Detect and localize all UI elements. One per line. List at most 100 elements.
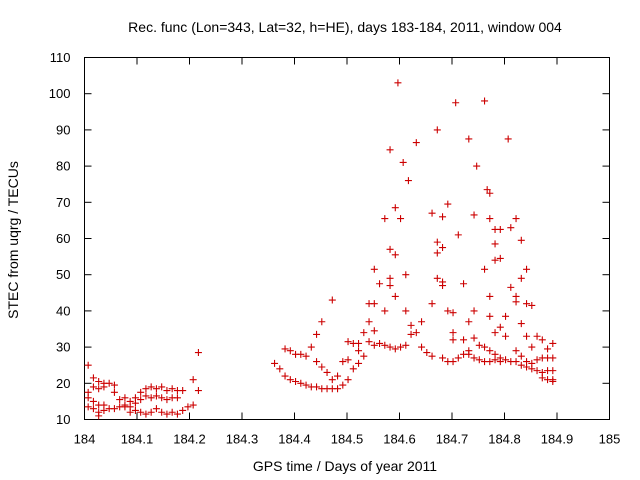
data-point: [439, 282, 447, 290]
data-point: [523, 300, 531, 308]
x-tick-label: 184.2: [173, 432, 206, 447]
data-point: [402, 341, 410, 349]
data-point: [533, 367, 541, 375]
data-point: [386, 282, 394, 290]
data-point: [344, 338, 352, 346]
data-point: [328, 296, 336, 304]
data-point: [355, 347, 363, 355]
data-point: [412, 139, 420, 147]
data-point: [538, 336, 546, 344]
data-point: [349, 365, 357, 373]
data-point: [473, 162, 481, 170]
data-point: [486, 358, 494, 366]
data-point: [360, 329, 368, 337]
data-point: [147, 408, 155, 416]
data-point: [394, 79, 402, 87]
data-point: [402, 307, 410, 315]
data-point: [163, 387, 171, 395]
data-point: [84, 394, 92, 402]
data-point: [481, 97, 489, 105]
data-point: [189, 376, 197, 384]
data-point: [465, 135, 473, 143]
data-point: [475, 341, 483, 349]
data-point: [549, 354, 557, 362]
data-point: [313, 383, 321, 391]
data-point: [334, 372, 342, 380]
data-point: [533, 332, 541, 340]
data-point: [496, 254, 504, 262]
data-point: [470, 334, 478, 342]
x-tick-label: 184.6: [383, 432, 416, 447]
data-point: [307, 343, 315, 351]
data-point: [110, 388, 118, 396]
x-axis: 184 184.1 184.2 184.3 184.4 184.5 184.6 184.7 18…: [74, 57, 621, 447]
data-point: [470, 307, 478, 315]
data-point: [105, 379, 113, 387]
data-point: [365, 318, 373, 326]
y-tick-label: 20: [56, 376, 70, 391]
data-point: [423, 349, 431, 357]
data-point: [89, 397, 97, 405]
data-point: [428, 300, 436, 308]
x-tick-label: 184: [74, 432, 96, 447]
data-point: [179, 387, 187, 395]
data-point: [344, 356, 352, 364]
data-point: [286, 347, 294, 355]
data-point: [376, 280, 384, 288]
data-point: [271, 359, 279, 367]
data-point: [276, 365, 284, 373]
data-point: [496, 358, 504, 366]
data-point: [131, 406, 139, 414]
data-point: [512, 358, 520, 366]
data-point: [504, 135, 512, 143]
data-point: [439, 213, 447, 221]
data-point: [465, 350, 473, 358]
data-point: [152, 385, 160, 393]
data-point: [168, 385, 176, 393]
data-point: [517, 352, 525, 360]
data-point: [152, 405, 160, 413]
data-point: [402, 271, 410, 279]
data-point: [502, 356, 510, 364]
data-point: [344, 376, 352, 384]
data-point: [486, 292, 494, 300]
data-point: [184, 403, 192, 411]
data-point: [89, 383, 97, 391]
data-point: [439, 354, 447, 362]
data-point: [486, 312, 494, 320]
x-tick-label: 185: [599, 432, 621, 447]
data-point: [297, 350, 305, 358]
data-point: [189, 401, 197, 409]
y-axis-label: STEC from uqrg / TECUs: [5, 161, 21, 319]
data-point: [428, 209, 436, 217]
data-point: [194, 387, 202, 395]
data-point: [449, 358, 457, 366]
data-point: [318, 318, 326, 326]
data-point: [428, 352, 436, 360]
data-point: [433, 274, 441, 282]
data-point: [502, 332, 510, 340]
y-tick-label: 30: [56, 340, 70, 355]
data-point: [452, 99, 460, 107]
data-point: [491, 256, 499, 264]
y-tick-label: 100: [49, 86, 71, 101]
data-point: [381, 307, 389, 315]
data-point: [158, 383, 166, 391]
data-point: [370, 327, 378, 335]
data-point: [100, 383, 108, 391]
data-point: [549, 367, 557, 375]
data-point: [507, 283, 515, 291]
data-point: [517, 236, 525, 244]
data-point: [512, 215, 520, 223]
data-point: [523, 265, 531, 273]
data-point: [517, 320, 525, 328]
data-point: [110, 405, 118, 413]
data-point: [152, 392, 160, 400]
data-point: [116, 396, 124, 404]
x-tick-label: 184.9: [541, 432, 574, 447]
data-point: [328, 376, 336, 384]
data-point: [470, 211, 478, 219]
data-point: [147, 383, 155, 391]
data-point: [475, 356, 483, 364]
